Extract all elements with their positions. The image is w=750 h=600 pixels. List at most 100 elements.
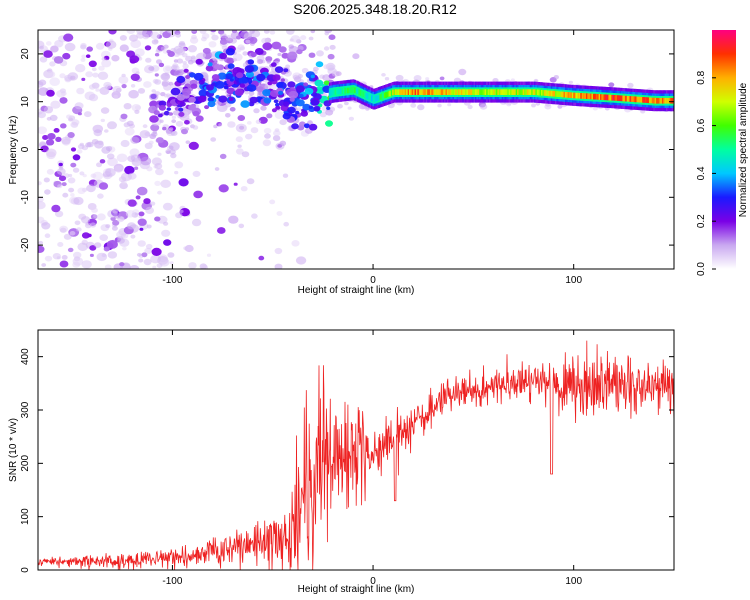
spectrogram-ridge-cell [425,89,428,95]
spectrogram-cell [313,105,321,112]
spectrogram-cell [163,110,170,116]
spectrogram-cell [223,85,229,90]
spectrogram-ridge-cell [403,89,406,95]
spectrogram-ridge-cell [564,91,567,98]
spectrogram-cell [104,129,109,133]
spectrogram-cell [303,82,309,87]
spectrogram-cell [183,246,188,250]
spectrogram-cell [136,30,148,35]
spectrogram-x-ticks: -100 0 100 [162,30,582,286]
spectrogram-cell [264,83,272,90]
spectrogram-cell [207,96,215,102]
spectrogram-cell [274,111,285,119]
spectrogram-cell [178,178,189,187]
spectrogram-ridge-cell [524,89,526,95]
spectrogram-cell [127,172,137,180]
spectrogram-cell [280,78,285,82]
spectrogram-cell [130,234,136,239]
spectrogram-cell [447,103,452,107]
spectrogram-cell [271,41,282,50]
spectrogram-cell [236,35,241,40]
spectrogram-cell [117,237,125,244]
spectrogram-cell [98,65,105,71]
spectrogram-cell [211,74,220,81]
spectrogram-cell [63,33,74,42]
spectrogram-cell [99,234,108,242]
spectrogram-ridge-cell [376,95,379,101]
spectrogram-cell [182,47,187,52]
spectrogram-ridge-cell [378,94,380,101]
spectrogram-ridge-cell [541,89,543,96]
spectrogram-ridge-cell [555,91,557,97]
spectrogram-cell [118,76,129,84]
spectrogram-cell [300,35,307,41]
spectrogram-cell [348,116,354,121]
spectrogram-cell [140,156,152,166]
spectrogram-cell [182,53,188,58]
spectrogram-cell [72,167,80,173]
spectrogram-cell [241,30,247,33]
spectrogram-ridge-cell [629,96,632,102]
spectrogram-ridge-cell [352,86,355,93]
spectrogram-ridge-cell [657,97,660,104]
spectrogram-ridge-cell [340,88,342,95]
colorbar-ticks: 0.0 0.2 0.4 0.6 0.8 [696,70,716,276]
spectrogram-cell [80,57,86,62]
spectrogram-ridge-cell [479,89,481,95]
colorbar-scale [712,30,736,269]
spectrogram-cell [130,136,140,144]
spectrogram-cell [234,88,244,96]
spectrogram-ridge-cell [636,96,639,103]
spectrogram-ridge-cell [489,89,491,95]
spectrogram-cell [153,110,160,116]
spectrogram-cell [120,139,130,148]
spectrogram-cell [122,246,127,251]
spectrogram-cell [299,79,305,83]
spectrogram-cell [88,84,96,90]
spectrogram-cell [97,193,104,199]
spectrogram-cell [201,264,209,269]
spectrogram-cell [174,170,179,175]
colorbar-tick-label: 0.4 [696,166,707,180]
spectrogram-ridge-cell [566,92,569,98]
spectrogram-ridge-cell [487,89,490,95]
spectrogram-cell [287,81,296,88]
spectrogram-cell [49,77,60,86]
spectrogram-cell [56,90,66,98]
spectrogram-ridge-cell [585,93,588,99]
spectrogram-cell [126,30,136,34]
spectrogram-ridge-cell [431,89,434,95]
spectrogram-cell [148,140,154,145]
spectrogram-cell [154,216,161,222]
spectrogram-ridge-cell [644,97,647,103]
spectrogram-ridge-cell [456,89,459,95]
spectrogram-cell [79,171,85,176]
spectrogram-ridge-cell [659,97,661,104]
spectrogram-ridge-cell [556,91,559,97]
spectrogram-ridge-cell [460,89,463,95]
snr-x-tick-label: 100 [565,576,582,587]
spectrogram-ridge-cell [359,90,362,96]
spectrogram-cell [174,161,184,169]
spectrogram-ridge-cell [432,89,435,95]
spectrogram-ridge-cell [396,89,399,95]
spectrogram-cell [91,139,99,145]
spectrogram-cell [168,112,173,116]
spectrogram-cell [245,71,254,78]
spectrogram-ridge-cell [597,94,599,100]
spectrogram-cell [54,40,64,48]
spectrogram-ridge-cell [482,89,484,95]
spectrogram-cell [328,34,336,40]
spectrogram-cell [231,21,239,27]
spectrogram-cell [275,105,281,110]
spectrogram-cell [192,125,199,130]
spectrogram-ridge-cell [656,97,658,104]
spectrogram-cell [237,44,245,51]
spectrogram-cell [60,123,67,129]
spectrogram-cell [130,73,140,82]
spectrogram-cell [167,51,175,57]
spectrogram-ridge-cell [368,94,370,100]
spectrogram-cell [166,107,172,111]
spectrogram-cell [257,93,262,97]
spectrogram-cell [59,97,68,104]
